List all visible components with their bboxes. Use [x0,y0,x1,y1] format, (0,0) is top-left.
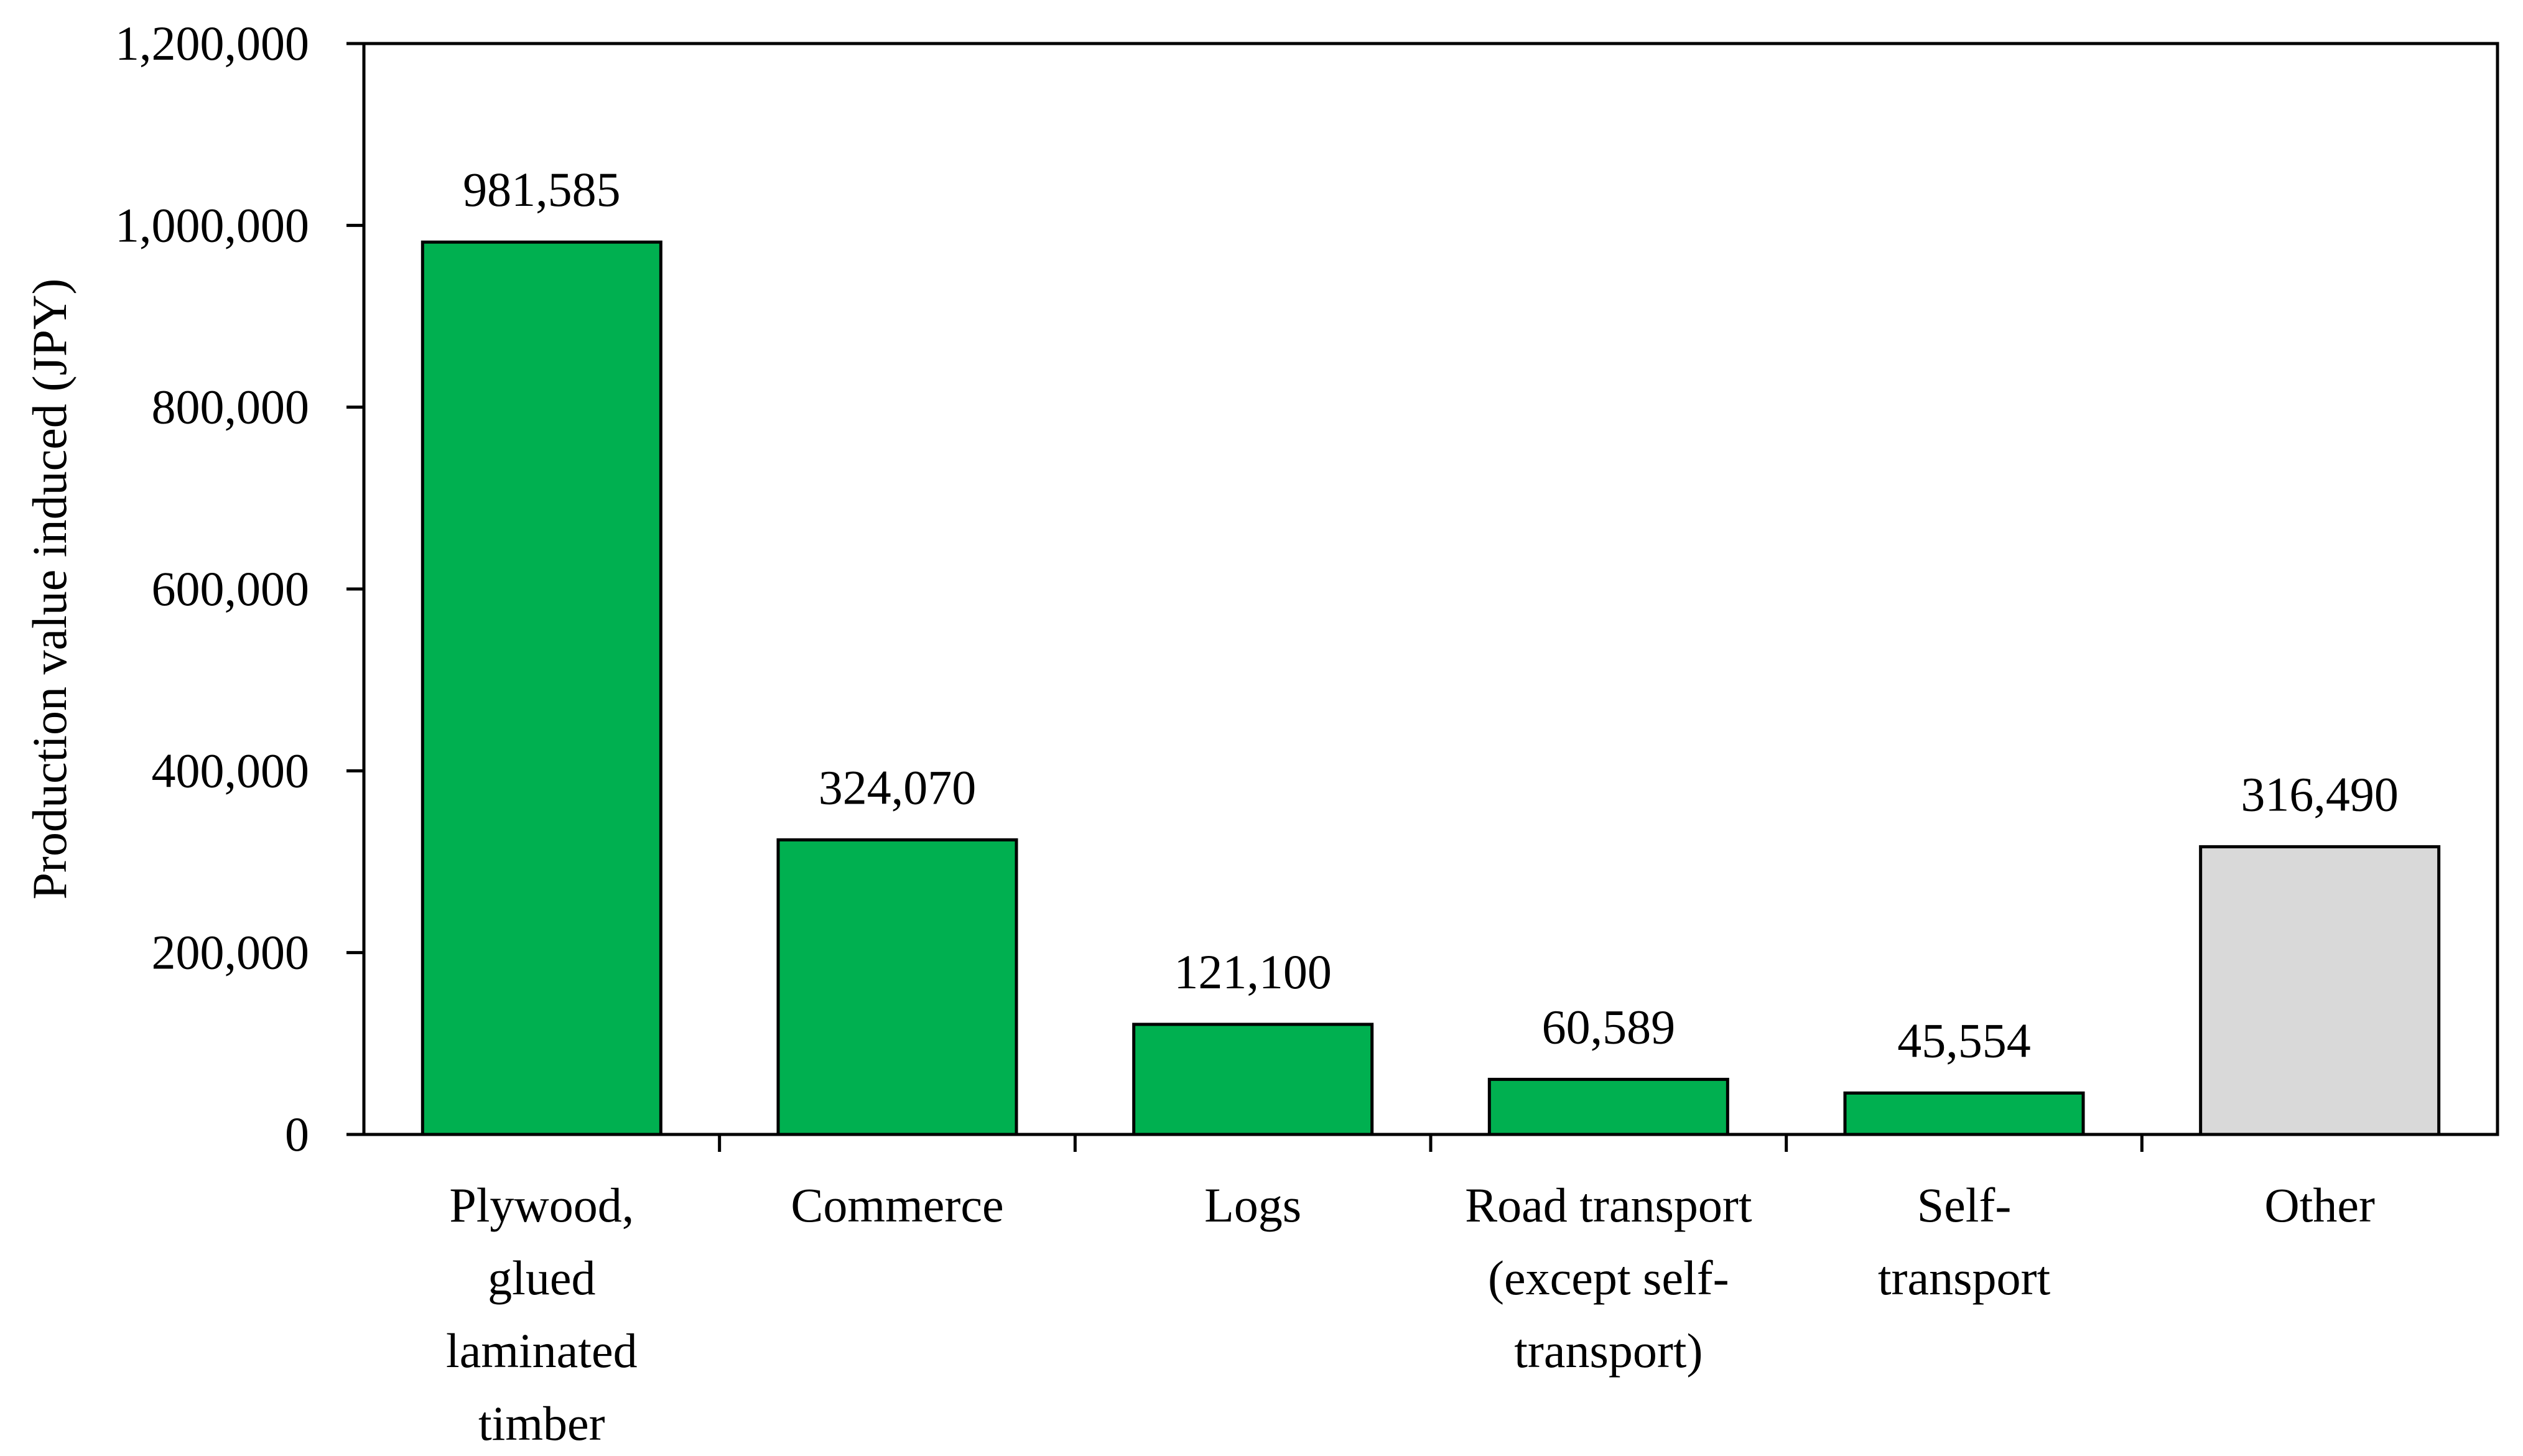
data-label: 45,554 [1897,1013,2031,1067]
x-category-label-line: Logs [1204,1178,1301,1232]
data-label: 324,070 [819,760,977,814]
bar [1843,1091,2085,1136]
bar [420,240,662,1136]
labels-layer: 0 200,000 400,000 600,000 800,000 1,000,000 1,… [115,16,2399,1450]
bar [1132,1022,1374,1136]
x-category-label-line: (except self- [1488,1251,1729,1305]
x-category-label: Logs [1204,1178,1301,1232]
ticks-layer [346,42,2144,1152]
bar [2199,845,2441,1136]
x-category-label-line: Commerce [791,1178,1003,1232]
x-category-label-line: transport [1878,1251,2051,1305]
x-category-label-line: laminated [446,1324,638,1378]
y-tick-label: 200,000 [152,925,310,980]
x-category-label-line: Road transport [1465,1178,1752,1232]
x-category-label-line: Plywood, [449,1178,634,1232]
data-label: 60,589 [1542,999,1676,1054]
x-category-label: Self-transport [1878,1178,2051,1305]
y-tick-label: 400,000 [152,743,310,797]
x-category-label-line: Self- [1917,1178,2012,1232]
y-tick-label: 1,200,000 [115,16,309,70]
data-label: 981,585 [463,162,621,216]
x-category-label: Other [2264,1178,2375,1232]
bar [1487,1077,1729,1136]
y-tick-label: 0 [285,1107,309,1161]
bar [776,838,1018,1136]
bars-layer [420,240,2441,1136]
x-category-label: Plywood, glued laminated timber [446,1178,638,1450]
x-category-label-line: Other [2264,1178,2375,1232]
x-category-label-line: transport) [1514,1324,1703,1378]
x-category-label-line: glued [488,1251,595,1305]
x-category-label: Commerce [791,1178,1003,1232]
y-tick-label: 800,000 [152,380,310,434]
data-label: 316,490 [2241,767,2399,821]
y-tick-label: 600,000 [152,562,310,616]
y-tick-label: 1,000,000 [115,198,309,252]
y-axis-title: Production value induced (JPY) [22,279,77,900]
data-label: 121,100 [1174,945,1332,999]
x-category-label: Road transport (except self-transport) [1465,1178,1752,1378]
x-category-label-line: timber [478,1396,605,1450]
plot-frame [362,42,2499,1136]
